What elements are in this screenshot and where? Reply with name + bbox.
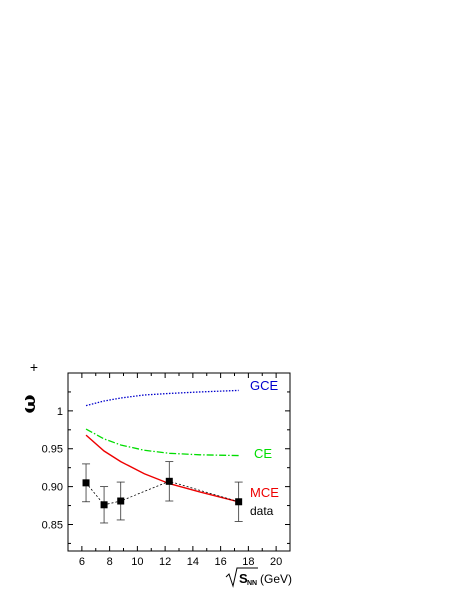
series-line-mce: [85, 434, 239, 503]
legend-label-ce: CE: [254, 446, 272, 461]
data-point: [100, 501, 108, 509]
series-line-ce: [85, 428, 239, 457]
x-axis-label-subscript: NN: [247, 580, 257, 587]
x-tick-label: 16: [215, 556, 227, 568]
y-tick-label: 0.85: [42, 519, 63, 531]
data-layer: [82, 461, 243, 524]
data-point: [82, 479, 90, 487]
y-tick-label: 0.95: [42, 444, 63, 456]
data-point: [235, 498, 243, 506]
x-tick-label: 8: [107, 556, 113, 568]
x-tick-label: 14: [187, 556, 199, 568]
legend-label-gce: GCE: [250, 378, 279, 393]
x-tick-label: 10: [131, 556, 143, 568]
y-axis-label: ω: [16, 394, 40, 413]
y-axis-label-superscript: +: [30, 359, 38, 375]
x-tick-label: 18: [242, 556, 254, 568]
x-tick-label: 20: [270, 556, 282, 568]
axis-ticks: 6 8 10 12 14 16 18 20 0.85 0.90 0.95 1: [42, 372, 291, 568]
x-axis-label-symbol: S: [239, 571, 248, 586]
series-line-data: [85, 480, 239, 506]
sqrt-sign-icon: [225, 567, 258, 588]
data-point: [165, 477, 173, 485]
legend-label-data: data: [250, 504, 274, 518]
series-layer: [85, 389, 239, 503]
y-tick-label: 1: [57, 406, 63, 418]
data-point: [117, 497, 125, 505]
y-tick-label: 0.90: [42, 482, 63, 494]
x-tick-label: 12: [159, 556, 171, 568]
legend-label-mce: MCE: [250, 485, 279, 500]
series-line-gce: [85, 389, 239, 407]
x-tick-label: 6: [79, 556, 85, 568]
x-axis-label: S NN (GeV): [225, 567, 292, 588]
plot-frame: [67, 372, 291, 552]
x-axis-label-unit: (GeV): [260, 572, 292, 586]
